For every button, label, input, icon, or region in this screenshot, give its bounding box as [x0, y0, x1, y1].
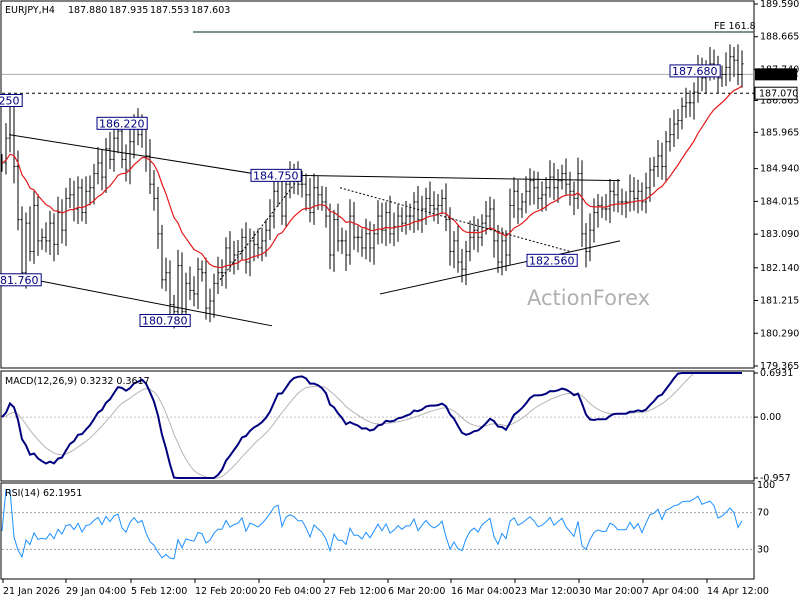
- x-tick-label: 6 Mar 20:00: [388, 586, 445, 597]
- label-187-250-box: [0, 93, 23, 107]
- x-tick-label: 27 Feb 12:00: [324, 586, 386, 597]
- current-price-box: [755, 68, 797, 81]
- macd-tick-label: -0.957: [760, 473, 791, 484]
- watermark: ActionForex: [527, 286, 650, 310]
- x-tick-label: 16 Mar 04:00: [451, 586, 514, 597]
- macd-line: [1, 372, 742, 479]
- x-tick-label: 7 Apr 04:00: [643, 586, 699, 597]
- macd-tick-label: 0.00: [760, 412, 781, 423]
- price-panel-frame: [0, 0, 755, 369]
- label-180-780-box: [139, 314, 191, 328]
- rsi-title: RSI(14) 62.1951: [5, 488, 82, 499]
- x-tick-label: 30 Mar 20:00: [579, 586, 642, 597]
- label-187-250: 187.250: [0, 94, 20, 107]
- price-tick-label: 189.590: [760, 0, 799, 10]
- current-price-label: 187.603: [759, 70, 798, 81]
- label-186-220: 186.220: [99, 117, 145, 130]
- rsi-layer: [1, 489, 754, 560]
- rsi-tick-label: 30: [757, 544, 769, 555]
- macd-signal-line: [1, 372, 742, 479]
- trend-line: [8, 134, 299, 182]
- trend-line: [297, 174, 621, 182]
- price-title: EURJPY,H4: [5, 5, 55, 16]
- label-181-760-box: [0, 273, 42, 287]
- x-tick-label: 29 Jan 04:00: [66, 586, 126, 597]
- macd-tick-label: 0.6931: [760, 368, 793, 379]
- ohlc-close: 187.603: [191, 5, 230, 16]
- label-184-750: 184.750: [253, 169, 299, 182]
- x-tick-label: 12 Feb 20:00: [195, 586, 257, 597]
- ohlc-low: 187.553: [150, 5, 189, 16]
- macd-layer: [1, 372, 754, 479]
- label-184-750-box: [250, 168, 302, 182]
- rsi-tick-label: 70: [757, 508, 769, 519]
- price-tick-label: 180.290: [760, 328, 799, 339]
- label-182-560: 182.560: [529, 254, 575, 267]
- price-tick-label: 179.365: [760, 361, 799, 372]
- label-187-680-box: [669, 64, 721, 78]
- x-tick-label: 21 Jan 2026: [3, 586, 60, 597]
- trend-line: [219, 176, 301, 281]
- fe-161-label: FE 161.8: [714, 21, 756, 32]
- price-tick-label: 182.140: [760, 263, 799, 274]
- price-tick-label: 183.090: [760, 229, 799, 240]
- macd-panel-frame: [0, 370, 755, 482]
- price-tick-label: 184.015: [760, 196, 799, 207]
- rsi-line: [1, 489, 743, 560]
- label-182-560-box: [526, 253, 578, 267]
- trend-line: [379, 240, 621, 295]
- x-tick-label: 23 Mar 12:00: [515, 586, 578, 597]
- label-186-220-box: [96, 116, 148, 130]
- macd-title: MACD(12,26,9) 0.3232 0.3617: [5, 376, 150, 387]
- price-tick-label: 185.965: [760, 127, 799, 138]
- x-tick-label: 20 Feb 04:00: [259, 586, 321, 597]
- support-price-label: 187.070: [759, 89, 798, 100]
- price-tick-label: 188.665: [760, 32, 799, 43]
- trend-line: [33, 279, 273, 327]
- price-layer: FE 161.8 186.220 184.750 182.560 180.780 181.…: [0, 21, 756, 329]
- ohlc-high: 187.935: [109, 5, 148, 16]
- x-tick-label: 5 Feb 12:00: [131, 586, 187, 597]
- label-180-780: 180.780: [142, 315, 188, 328]
- ohlc-open: 187.880: [68, 5, 107, 16]
- label-181-760: 181.760: [0, 274, 39, 287]
- price-tick-label: 181.215: [760, 296, 799, 307]
- x-tick-label: 14 Apr 12:00: [707, 586, 769, 597]
- price-tick-label: 184.940: [760, 164, 799, 175]
- moving-average-line: [1, 85, 743, 269]
- price-tick-label: 186.865: [760, 95, 799, 106]
- support-price-box: [754, 86, 798, 100]
- label-187-680: 187.680: [672, 65, 718, 78]
- rsi-tick-label: 100: [757, 480, 775, 491]
- rsi-panel-frame: [0, 482, 755, 580]
